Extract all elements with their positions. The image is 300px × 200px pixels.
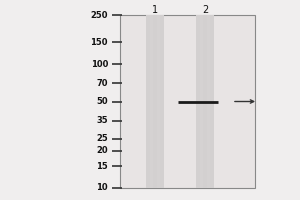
Text: 20: 20 — [96, 146, 108, 155]
Bar — [203, 15, 207, 188]
Text: 15: 15 — [96, 162, 108, 171]
Bar — [196, 15, 200, 188]
Bar — [146, 15, 150, 188]
Bar — [160, 15, 164, 188]
Bar — [120, 15, 255, 188]
Text: 250: 250 — [91, 10, 108, 20]
Text: 35: 35 — [96, 116, 108, 125]
Text: 25: 25 — [96, 134, 108, 143]
Text: 150: 150 — [91, 38, 108, 47]
Bar — [207, 15, 210, 188]
Text: 1: 1 — [152, 5, 158, 15]
Bar — [200, 15, 203, 188]
Text: 100: 100 — [91, 60, 108, 69]
Text: 10: 10 — [96, 184, 108, 192]
Text: 50: 50 — [96, 97, 108, 106]
Bar — [196, 15, 214, 188]
Bar — [210, 15, 214, 188]
Bar — [153, 15, 157, 188]
Text: 2: 2 — [202, 5, 208, 15]
Bar — [157, 15, 160, 188]
Bar — [146, 15, 164, 188]
Text: 70: 70 — [97, 79, 108, 88]
Bar — [150, 15, 153, 188]
